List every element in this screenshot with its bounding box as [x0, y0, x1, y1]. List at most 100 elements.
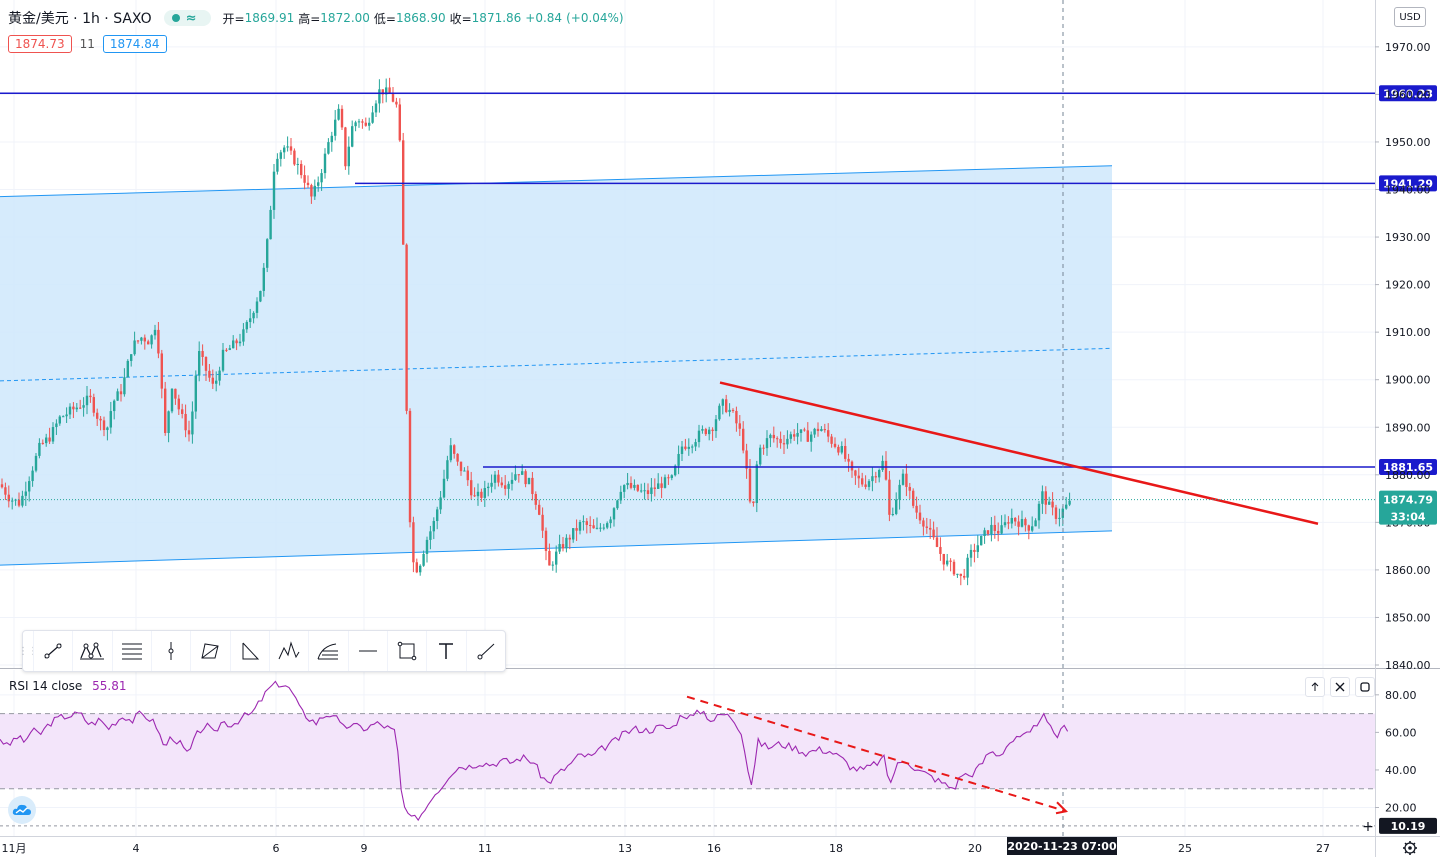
candle[interactable] — [1027, 524, 1030, 540]
maximize-icon[interactable] — [1355, 677, 1375, 697]
candle[interactable] — [521, 464, 524, 475]
candle[interactable] — [436, 506, 439, 530]
candle[interactable] — [697, 424, 701, 448]
head-shoulders-icon[interactable] — [268, 631, 308, 671]
candle[interactable] — [147, 339, 150, 345]
candle[interactable] — [72, 402, 75, 419]
candle[interactable] — [429, 525, 432, 550]
candle[interactable] — [102, 416, 106, 437]
candle[interactable] — [150, 334, 153, 349]
candle[interactable] — [470, 471, 473, 500]
candle[interactable] — [578, 519, 582, 535]
candle[interactable] — [480, 488, 483, 502]
candle[interactable] — [208, 363, 211, 382]
candle[interactable] — [1037, 500, 1041, 529]
candle[interactable] — [623, 484, 626, 499]
candle[interactable] — [725, 394, 728, 414]
candle[interactable] — [731, 408, 735, 413]
candle[interactable] — [255, 297, 259, 319]
candle[interactable] — [1068, 492, 1071, 507]
candle[interactable] — [816, 422, 820, 437]
candle[interactable] — [565, 534, 568, 553]
candle[interactable] — [847, 453, 850, 472]
candle[interactable] — [368, 117, 371, 131]
candle[interactable] — [157, 321, 160, 359]
candle[interactable] — [898, 479, 901, 510]
candle[interactable] — [296, 157, 299, 175]
candle[interactable] — [24, 481, 27, 506]
candle[interactable] — [334, 110, 337, 141]
candle[interactable] — [391, 87, 395, 103]
candle[interactable] — [388, 77, 391, 94]
candle[interactable] — [861, 472, 864, 487]
candle[interactable] — [806, 422, 809, 443]
candle[interactable] — [48, 427, 51, 445]
candle[interactable] — [959, 573, 962, 586]
candle[interactable] — [895, 492, 898, 516]
candle[interactable] — [1034, 518, 1037, 527]
candle[interactable] — [551, 561, 554, 571]
candle[interactable] — [765, 430, 769, 456]
candle[interactable] — [310, 183, 313, 204]
candle[interactable] — [925, 517, 928, 534]
candle[interactable] — [874, 471, 877, 484]
candle[interactable] — [340, 105, 344, 131]
candle[interactable] — [745, 443, 748, 479]
candle[interactable] — [119, 383, 123, 402]
candle[interactable] — [62, 415, 65, 418]
candle[interactable] — [330, 131, 333, 152]
vertical-line-icon[interactable] — [150, 631, 190, 671]
candle[interactable] — [718, 403, 721, 421]
drag-handle-icon[interactable]: ⋮⋮ — [18, 645, 38, 657]
candle[interactable] — [908, 482, 911, 499]
candle[interactable] — [922, 517, 925, 536]
candle[interactable] — [408, 408, 412, 528]
candle[interactable] — [918, 504, 922, 525]
candle[interactable] — [347, 136, 350, 175]
candle[interactable] — [425, 536, 429, 563]
candle[interactable] — [997, 522, 1000, 542]
candle[interactable] — [867, 479, 871, 491]
candle[interactable] — [215, 371, 218, 392]
market-status-badge[interactable]: ≈ — [163, 10, 211, 26]
rsi-title[interactable]: RSI 14 close — [9, 679, 83, 693]
candle[interactable] — [514, 465, 517, 481]
candle[interactable] — [1048, 496, 1051, 505]
pattern-icon[interactable] — [72, 631, 111, 671]
polygon-icon[interactable] — [190, 631, 229, 671]
candle[interactable] — [585, 518, 588, 534]
candle[interactable] — [660, 476, 663, 499]
candle[interactable] — [602, 523, 605, 531]
candle[interactable] — [395, 97, 398, 108]
candle[interactable] — [796, 423, 799, 445]
candle[interactable] — [153, 324, 157, 340]
candle[interactable] — [1065, 497, 1068, 510]
candle[interactable] — [942, 553, 945, 571]
candle[interactable] — [79, 399, 82, 410]
candle[interactable] — [490, 474, 493, 493]
candle[interactable] — [289, 137, 293, 155]
candle[interactable] — [344, 126, 347, 170]
candle[interactable] — [198, 341, 201, 382]
candle[interactable] — [782, 434, 786, 455]
parallel-channel[interactable] — [0, 165, 1112, 566]
candle[interactable] — [1020, 510, 1024, 528]
candle[interactable] — [674, 464, 677, 477]
candle[interactable] — [973, 543, 976, 563]
candle[interactable] — [221, 342, 225, 373]
candle[interactable] — [976, 535, 979, 559]
candle[interactable] — [174, 388, 177, 405]
candle[interactable] — [667, 474, 670, 485]
candle[interactable] — [262, 263, 265, 297]
candle[interactable] — [449, 437, 452, 463]
candle[interactable] — [463, 467, 466, 472]
candle[interactable] — [170, 388, 174, 414]
candle[interactable] — [357, 118, 361, 128]
candle[interactable] — [793, 429, 796, 441]
candle[interactable] — [187, 420, 191, 442]
triangle-pattern-icon[interactable] — [229, 631, 269, 671]
candle[interactable] — [82, 397, 85, 417]
candle[interactable] — [398, 98, 401, 142]
candle[interactable] — [51, 422, 55, 445]
candle[interactable] — [694, 438, 697, 452]
